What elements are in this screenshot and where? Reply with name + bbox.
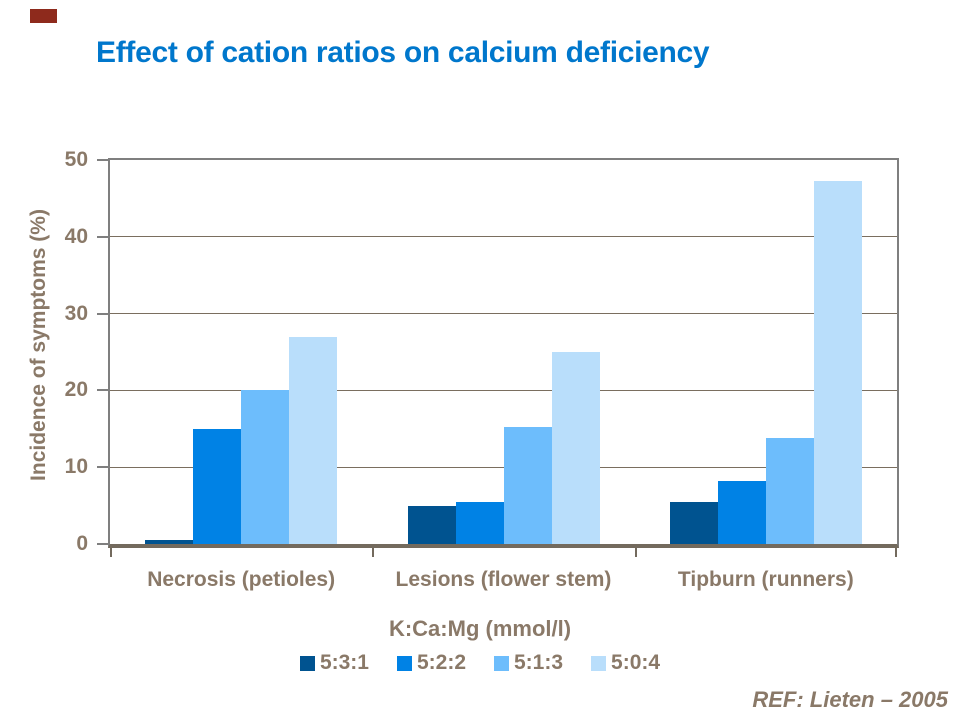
legend-label: 5:0:4: [611, 651, 661, 674]
gridline-40: [110, 236, 897, 238]
bar-5:1:3: [503, 426, 552, 544]
legend-swatch-5:1:3: [494, 655, 509, 671]
legend-item-5:3:1: 5:3:1: [299, 651, 369, 675]
y-tick-label-0: 0: [76, 532, 88, 555]
y-tick-label-10: 10: [64, 455, 88, 479]
bar-5:3:1: [145, 540, 194, 544]
legend-label: 5:2:2: [416, 651, 466, 674]
legend-item-5:0:4: 5:0:4: [591, 651, 660, 675]
gridline-30: [110, 313, 897, 315]
bar-5:0:4: [289, 336, 338, 544]
y-tick-mark-30: [97, 312, 108, 315]
reference-text: REF: Lieten – 2005: [752, 687, 948, 712]
x-tick-mark-0: [110, 548, 112, 557]
bar-5:1:3: [241, 390, 290, 544]
legend-swatch-5:0:4: [591, 655, 607, 671]
chart-legend: 5:3:1 5:2:2 5:1:3 5:0:4: [0, 651, 960, 675]
y-tick-mark-50: [97, 159, 108, 161]
gridline-20: [110, 389, 897, 391]
y-tick-label-40: 40: [64, 224, 88, 248]
x-tick-mark-3: [895, 548, 897, 557]
bar-5:2:2: [717, 481, 766, 544]
bar-5:0:4: [551, 352, 600, 544]
category-label: Lesions (flower stem): [395, 568, 612, 591]
plot-area: [108, 158, 899, 548]
legend-label: 5:3:1: [319, 651, 369, 674]
y-tick-mark-20: [97, 389, 108, 392]
legend-swatch-5:2:2: [396, 655, 412, 671]
y-tick-label-20: 20: [64, 378, 88, 402]
bar-5:2:2: [455, 501, 504, 544]
corner-logo-mark: [30, 9, 57, 23]
y-tick-mark-0: [97, 543, 108, 545]
bar-5:1:3: [765, 438, 814, 544]
x-tick-mark-2: [634, 548, 637, 557]
x-tick-mark-1: [372, 548, 375, 557]
legend-swatch-5:3:1: [299, 655, 315, 671]
y-tick-label-30: 30: [64, 301, 88, 325]
category-label: Tipburn (runners): [677, 568, 854, 591]
bar-5:3:1: [669, 501, 718, 544]
legend-item-5:2:2: 5:2:2: [396, 651, 466, 675]
bar-5:3:1: [407, 506, 456, 544]
y-tick-label-50: 50: [64, 148, 88, 171]
bar-5:0:4: [813, 180, 862, 544]
category-label: Necrosis (petioles): [147, 568, 336, 591]
x-axis-title: K:Ca:Mg (mmol/l): [388, 616, 572, 641]
y-tick-mark-10: [97, 466, 108, 469]
legend-label: 5:1:3: [514, 651, 564, 674]
page-title: Effect of cation ratios on calcium defic…: [96, 36, 710, 69]
legend-item-5:1:3: 5:1:3: [494, 651, 563, 675]
y-tick-mark-40: [97, 235, 108, 238]
y-axis-title: Incidence of symptoms (%): [27, 209, 50, 481]
bar-5:2:2: [193, 428, 242, 544]
